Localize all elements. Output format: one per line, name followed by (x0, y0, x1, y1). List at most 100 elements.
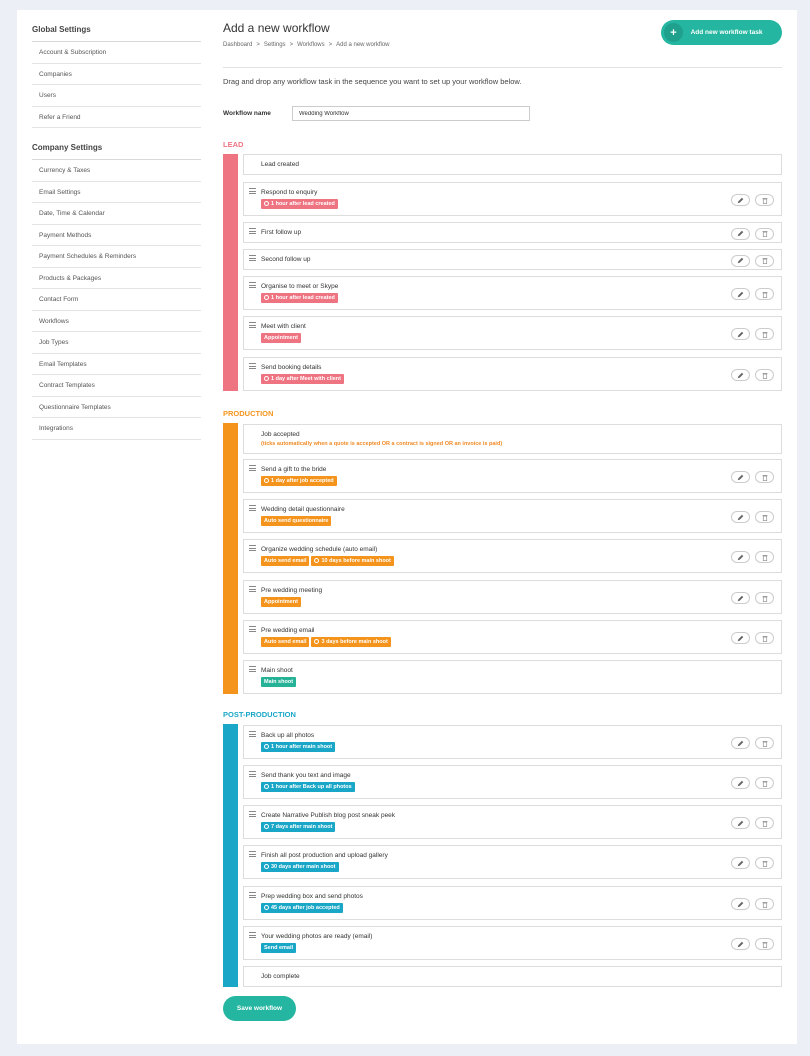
drag-handle-icon[interactable] (249, 505, 256, 511)
task-actions (731, 817, 774, 829)
task-row[interactable]: Send booking details 1 day after Meet wit… (243, 357, 782, 391)
edit-button[interactable] (731, 194, 750, 206)
task-row[interactable]: Meet with client Appointment (243, 316, 782, 350)
sidebar-item[interactable]: Questionnaire Templates (32, 397, 201, 418)
task-row[interactable]: Back up all photos 1 hour after main shoo… (243, 725, 782, 759)
task-row[interactable]: Main shoot Main shoot (243, 660, 782, 694)
sidebar-item[interactable]: Email Settings (32, 182, 201, 203)
sidebar-item[interactable]: Payment Schedules & Reminders (32, 246, 201, 268)
drag-handle-icon[interactable] (249, 282, 256, 288)
drag-handle-icon[interactable] (249, 626, 256, 632)
drag-handle-icon[interactable] (249, 731, 256, 737)
edit-button[interactable] (731, 328, 750, 340)
delete-button[interactable] (755, 817, 774, 829)
breadcrumb: Dashboard > Settings > Workflows > Add a new w… (223, 42, 390, 48)
edit-button[interactable] (731, 254, 750, 267)
add-workflow-task-button[interactable]: + Add new workflow task (661, 20, 782, 45)
sidebar-item[interactable]: Account & Subscription (32, 42, 201, 64)
task-row[interactable]: Organize wedding schedule (auto email) Au… (243, 539, 782, 573)
sidebar-item[interactable]: Date, Time & Calendar (32, 203, 201, 225)
pencil-icon (737, 372, 744, 378)
sidebar-item[interactable]: Workflows (32, 311, 201, 332)
edit-button[interactable] (731, 369, 750, 381)
delete-button[interactable] (755, 369, 774, 381)
delete-button[interactable] (755, 551, 774, 563)
drag-handle-icon[interactable] (249, 188, 256, 194)
edit-button[interactable] (731, 817, 750, 829)
trash-icon (762, 860, 767, 867)
sidebar-item[interactable]: Job Types (32, 332, 201, 354)
edit-button[interactable] (731, 737, 750, 749)
task-row[interactable]: Create Narrative Publish blog post sneak… (243, 805, 782, 839)
task-name: Pre wedding meeting (261, 587, 323, 594)
edit-button[interactable] (731, 777, 750, 789)
delete-button[interactable] (755, 511, 774, 523)
edit-button[interactable] (731, 632, 750, 644)
edit-button[interactable] (731, 511, 750, 523)
drag-handle-icon[interactable] (249, 932, 256, 938)
delete-button[interactable] (755, 898, 774, 910)
delete-button[interactable] (755, 227, 774, 240)
sidebar-item[interactable]: Payment Methods (32, 225, 201, 246)
sidebar-item[interactable]: Products & Packages (32, 268, 201, 289)
task-row[interactable]: First follow up (243, 222, 782, 243)
sidebar-item[interactable]: Contract Templates (32, 375, 201, 397)
task-row[interactable]: Pre wedding meeting Appointment (243, 580, 782, 614)
edit-button[interactable] (731, 857, 750, 869)
task-row[interactable]: Pre wedding email Auto send email 3 days b… (243, 620, 782, 654)
task-row[interactable]: Organise to meet or Skype 1 hour after le… (243, 276, 782, 310)
delete-button[interactable] (755, 471, 774, 483)
sidebar-item[interactable]: Email Templates (32, 354, 201, 375)
task-row[interactable]: Your wedding photos are ready (email) Sen… (243, 926, 782, 960)
drag-handle-icon[interactable] (249, 363, 256, 369)
delete-button[interactable] (755, 194, 774, 206)
task-row[interactable]: Finish all post production and upload ga… (243, 845, 782, 879)
delete-button[interactable] (755, 592, 774, 604)
task-row[interactable]: Wedding detail questionnaire Auto send qu… (243, 499, 782, 533)
delete-button[interactable] (755, 328, 774, 340)
edit-button[interactable] (731, 551, 750, 563)
sidebar-item[interactable]: Users (32, 85, 201, 107)
edit-button[interactable] (731, 898, 750, 910)
drag-handle-icon[interactable] (249, 228, 256, 234)
breadcrumb-item[interactable]: Workflows (297, 42, 325, 48)
drag-handle-icon[interactable] (249, 666, 256, 672)
edit-button[interactable] (731, 227, 750, 240)
task-row[interactable]: Respond to enquiry 1 hour after lead crea… (243, 182, 782, 216)
drag-handle-icon[interactable] (249, 892, 256, 898)
edit-button[interactable] (731, 938, 750, 950)
drag-handle-icon[interactable] (249, 545, 256, 551)
workflow-name-input[interactable] (292, 106, 530, 121)
delete-button[interactable] (755, 632, 774, 644)
drag-handle-icon[interactable] (249, 465, 256, 471)
delete-button[interactable] (755, 737, 774, 749)
delete-button[interactable] (755, 288, 774, 300)
task-row[interactable]: Prep wedding box and send photos 45 days … (243, 886, 782, 920)
drag-handle-icon[interactable] (249, 322, 256, 328)
task-row[interactable]: Send thank you text and image 1 hour afte… (243, 765, 782, 799)
delete-button[interactable] (755, 777, 774, 789)
sidebar-item[interactable]: Currency & Taxes (32, 160, 201, 182)
delete-button[interactable] (755, 938, 774, 950)
breadcrumb-item[interactable]: Settings (263, 42, 286, 48)
drag-handle-icon[interactable] (249, 255, 256, 261)
task-tag: 1 hour after main shoot (261, 742, 336, 752)
task-row[interactable]: Second follow up (243, 249, 782, 270)
drag-handle-icon[interactable] (249, 851, 256, 857)
breadcrumb-item[interactable]: Dashboard (223, 42, 253, 48)
delete-button[interactable] (755, 254, 774, 267)
sidebar-item[interactable]: Contact Form (32, 289, 201, 311)
sidebar-item[interactable]: Companies (32, 64, 201, 85)
drag-handle-icon[interactable] (249, 811, 256, 817)
delete-button[interactable] (755, 857, 774, 869)
edit-button[interactable] (731, 592, 750, 604)
task-name: Send a gift to the bride (261, 466, 327, 473)
drag-handle-icon[interactable] (249, 771, 256, 777)
save-workflow-button[interactable]: Save workflow (223, 996, 296, 1021)
sidebar-item[interactable]: Integrations (32, 418, 201, 440)
sidebar-item[interactable]: Refer a Friend (32, 107, 201, 128)
task-row[interactable]: Send a gift to the bride 1 day after job … (243, 459, 782, 493)
drag-handle-icon[interactable] (249, 586, 256, 592)
edit-button[interactable] (731, 471, 750, 483)
edit-button[interactable] (731, 288, 750, 300)
